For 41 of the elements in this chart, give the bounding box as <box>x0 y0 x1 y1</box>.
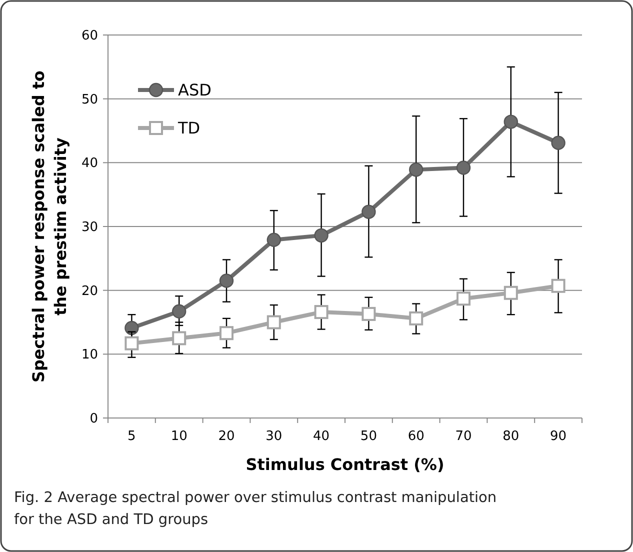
x-tick-label: 80 <box>502 429 520 444</box>
x-tick-label: 20 <box>218 429 235 444</box>
point <box>409 311 424 326</box>
point <box>220 326 234 340</box>
x-tick-label: 70 <box>455 429 472 444</box>
point <box>314 305 328 320</box>
x-tick-label: 60 <box>408 429 424 444</box>
point <box>456 292 470 306</box>
legend-label: ASD <box>178 80 212 100</box>
y-tick-label: 20 <box>81 284 98 299</box>
point <box>124 336 139 350</box>
x-tick-label: 10 <box>170 429 188 444</box>
point <box>362 204 376 219</box>
x-tick-label: 90 <box>550 429 567 444</box>
point <box>219 274 234 288</box>
x-axis-title: Stimulus Contrast (%) <box>246 455 444 474</box>
point <box>266 315 281 330</box>
x-tick-label: 50 <box>360 429 377 444</box>
point <box>551 278 566 293</box>
point <box>362 306 376 321</box>
y-tick-label: 50 <box>81 92 98 108</box>
legend-label: TD <box>177 118 200 138</box>
x-tick-label: 5 <box>128 429 136 444</box>
point <box>504 114 518 129</box>
x-tick-label: 40 <box>313 429 330 444</box>
point <box>551 136 566 150</box>
y-tick-label: 40 <box>81 156 98 172</box>
y-tick-label: 0 <box>90 412 98 427</box>
point <box>456 160 471 175</box>
y-tick-label: 30 <box>81 220 98 236</box>
caption: Fig. 2 Average spectral power over stimulus contrast manipulation for the ASD and TD groups <box>14 490 497 528</box>
x-tick-label: 30 <box>266 429 282 444</box>
point <box>172 304 186 318</box>
point <box>266 232 281 248</box>
point <box>314 228 328 243</box>
point <box>172 331 186 346</box>
point <box>409 162 424 177</box>
y-tick-label: 60 <box>81 28 98 44</box>
y-axis-title: Spectral power response scaled to the prestim activity <box>29 70 70 383</box>
y-tick-label: 10 <box>81 348 98 363</box>
point <box>504 286 518 300</box>
